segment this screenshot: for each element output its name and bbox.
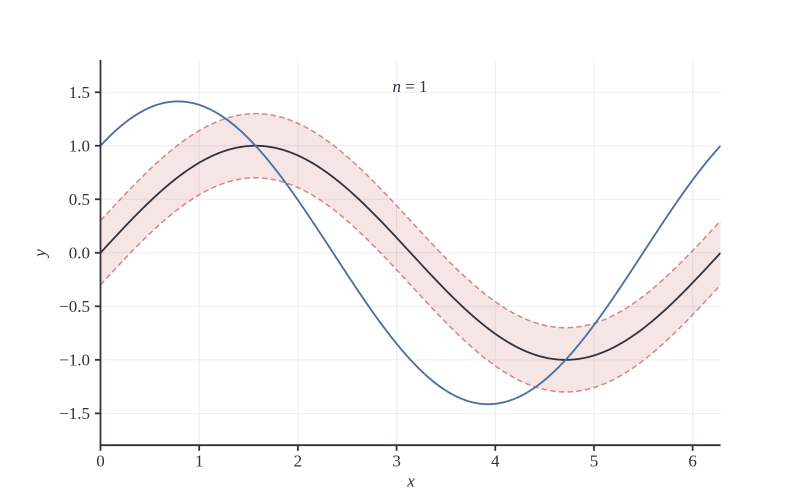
svg-text:6: 6 (688, 452, 697, 471)
svg-text:4: 4 (491, 452, 500, 471)
svg-text:2: 2 (294, 452, 303, 471)
svg-text:0.0: 0.0 (69, 243, 90, 262)
svg-text:−0.5: −0.5 (59, 297, 90, 316)
svg-text:n = 1: n = 1 (392, 77, 427, 96)
svg-text:x: x (406, 472, 415, 491)
svg-text:−1.5: −1.5 (59, 404, 90, 423)
svg-text:0.5: 0.5 (69, 190, 90, 209)
svg-text:y: y (31, 249, 50, 259)
svg-text:−1.0: −1.0 (59, 350, 90, 369)
svg-text:1.0: 1.0 (69, 136, 90, 155)
svg-text:1.5: 1.5 (69, 83, 90, 102)
svg-text:1: 1 (195, 452, 204, 471)
svg-text:0: 0 (96, 452, 105, 471)
svg-text:3: 3 (392, 452, 401, 471)
svg-text:5: 5 (590, 452, 599, 471)
